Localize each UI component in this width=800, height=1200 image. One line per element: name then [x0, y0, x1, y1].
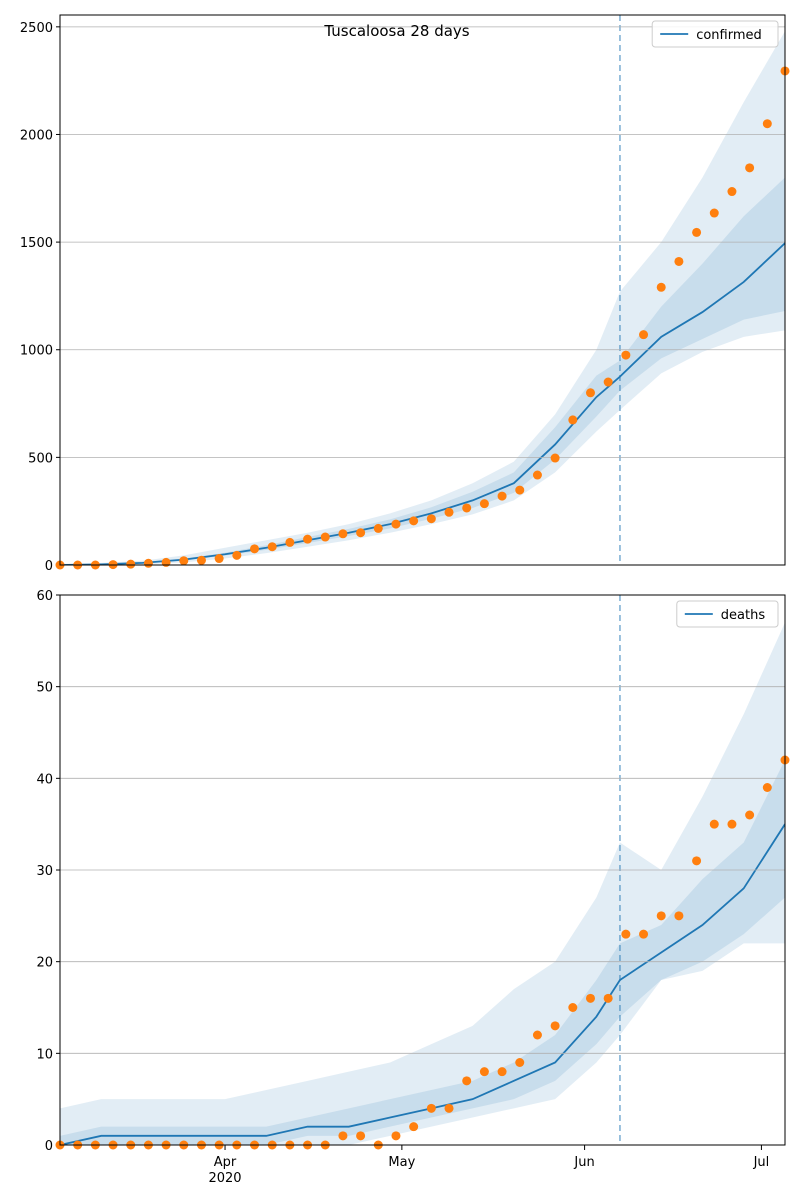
y-tick-label: 500 [28, 451, 53, 466]
observed-point [356, 1131, 366, 1141]
observed-point [303, 534, 313, 544]
uncertainty-band [60, 760, 785, 1145]
x-tick-label: Jun [573, 1155, 594, 1170]
observed-point [709, 819, 719, 829]
chart-title: Tuscaloosa 28 days [323, 22, 469, 40]
observed-point [621, 929, 631, 939]
observed-point [585, 993, 595, 1003]
observed-point [603, 377, 613, 387]
observed-point [356, 528, 366, 538]
y-tick-label: 1500 [20, 236, 53, 251]
observed-point [426, 514, 436, 524]
observed-point [692, 856, 702, 866]
observed-point [762, 783, 772, 792]
observed-point [532, 470, 542, 480]
x-tick-label: Jul [753, 1155, 770, 1170]
y-tick-label: 20 [36, 956, 53, 971]
x-tick-label-line: 2020 [208, 1171, 241, 1186]
observed-point [409, 1122, 419, 1132]
observed-point [745, 810, 755, 820]
observed-point [585, 388, 595, 398]
observed-point [709, 208, 719, 218]
observed-point [285, 537, 295, 547]
observed-point [444, 1103, 454, 1113]
y-tick-label: 50 [36, 681, 53, 696]
observed-point [727, 187, 737, 197]
observed-point [727, 819, 737, 829]
observed-point [497, 1067, 507, 1077]
observed-point [391, 1131, 401, 1141]
legend-label: deaths [721, 608, 766, 623]
observed-point [692, 227, 702, 237]
plot-frame [59, 594, 786, 1146]
observed-point [479, 499, 489, 509]
observed-point [391, 519, 401, 529]
observed-point [426, 1103, 436, 1113]
uncertainty-band [60, 622, 785, 1145]
uncertainty-band [60, 31, 785, 565]
observed-point [674, 911, 684, 921]
y-tick-label: 1000 [20, 344, 53, 359]
observed-point [674, 256, 684, 266]
y-tick-label: 40 [36, 772, 53, 787]
observed-point [250, 544, 260, 554]
observed-point [532, 1030, 542, 1040]
observed-point [462, 503, 472, 513]
observed-point [762, 119, 772, 129]
x-tick-label-line: May [388, 1155, 415, 1170]
plot-frame [59, 14, 786, 566]
observed-point [232, 550, 242, 560]
observed-point [373, 523, 383, 533]
observed-point [214, 554, 224, 564]
observed-point [639, 330, 649, 340]
observed-point [656, 282, 666, 292]
uncertainty-band [60, 177, 785, 565]
x-tick-label-line: Jun [573, 1155, 594, 1170]
y-tick-label: 10 [36, 1047, 53, 1062]
observed-point [126, 559, 136, 569]
y-tick-label: 0 [45, 559, 53, 574]
observed-point [550, 1021, 560, 1031]
x-tick-label: May [388, 1155, 415, 1170]
plot-area [60, 15, 785, 565]
observed-point [143, 558, 153, 568]
x-tick-label-line: Jul [753, 1155, 770, 1170]
observed-point [196, 555, 206, 565]
observed-point [745, 163, 755, 173]
observed-point [550, 453, 560, 463]
observed-point [568, 415, 578, 425]
observed-point [639, 929, 649, 939]
observed-point [161, 557, 171, 567]
observed-point [409, 516, 419, 526]
observed-point [338, 1131, 348, 1141]
y-tick-label: 30 [36, 864, 53, 879]
observed-point [444, 507, 454, 517]
x-tick-label-line: Apr [214, 1155, 237, 1170]
y-tick-label: 60 [36, 589, 53, 604]
observed-point [515, 485, 525, 495]
observed-point [479, 1067, 489, 1077]
y-tick-label: 2000 [20, 128, 53, 143]
observed-point [497, 491, 507, 501]
observed-point [656, 911, 666, 921]
observed-point [462, 1076, 472, 1086]
y-tick-label: 0 [45, 1139, 53, 1154]
observed-point [515, 1058, 525, 1067]
legend: deaths [676, 600, 779, 628]
legend-box [651, 20, 779, 48]
observed-point [267, 542, 277, 552]
y-tick-label: 2500 [20, 21, 53, 36]
observed-point [338, 529, 348, 539]
observed-point [568, 1003, 578, 1012]
observed-point [179, 556, 189, 566]
observed-point [603, 993, 613, 1003]
legend-box [676, 600, 779, 628]
legend: confirmed [651, 20, 779, 48]
observed-point [621, 350, 631, 360]
observed-point [320, 532, 330, 542]
x-tick-label: Apr 2020 [208, 1155, 241, 1186]
legend-label: confirmed [696, 28, 762, 43]
